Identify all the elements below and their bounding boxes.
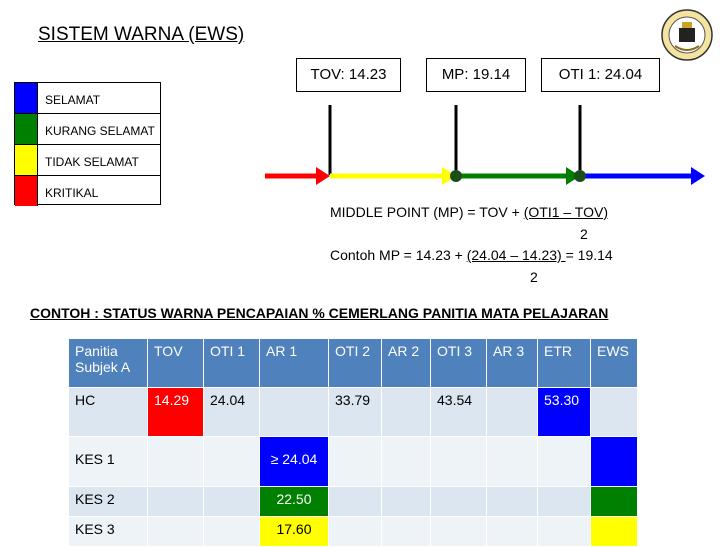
formula-text: MIDDLE POINT (MP) = TOV + [330, 204, 524, 220]
tov-cell [147, 516, 204, 547]
oti3-cell [430, 436, 487, 487]
example-heading: CONTOH : STATUS WARNA PENCAPAIAN % CEMER… [30, 305, 609, 321]
color-legend: SELAMAT KURANG SELAMAT TIDAK SELAMAT KRI… [14, 82, 161, 206]
table-header-row: Panitia Subjek A TOV OTI 1 AR 1 OTI 2 AR… [68, 338, 638, 388]
legend-item: KRITIKAL [15, 176, 160, 206]
header-cell: OTI 2 [328, 338, 382, 388]
mp-callout: MP: 19.14 [426, 58, 526, 92]
formula-numerator: (OTI1 – TOV) [523, 204, 608, 220]
header-cell: OTI 1 [203, 338, 260, 388]
formula-divisor-1: 2 [580, 226, 588, 242]
formula-line-1: MIDDLE POINT (MP) = TOV + (OTI1 – TOV) [330, 204, 608, 220]
etr-cell: 53.30 [537, 387, 591, 437]
legend-label: KRITIKAL [45, 186, 99, 200]
ar3-cell [486, 486, 538, 517]
school-crest-icon [661, 9, 713, 61]
kritikal-arrow-head [316, 167, 330, 185]
table-row: KES 2 22.50 [68, 486, 638, 517]
ar1-cell [259, 387, 329, 437]
oti3-cell [430, 516, 487, 547]
ar1-cell: ≥ 24.04 [259, 436, 329, 487]
formula-numerator: (24.04 – 14.23) [466, 247, 566, 263]
formula-text: Contoh MP = 14.23 + [330, 247, 467, 263]
ar3-cell [486, 436, 538, 487]
legend-swatch [15, 145, 38, 175]
table-row: KES 1 ≥ 24.04 [68, 436, 638, 487]
oti2-cell: 33.79 [328, 387, 382, 437]
formula-line-2: Contoh MP = 14.23 + (24.04 – 14.23) = 19… [330, 247, 613, 263]
selamat-arrow-head [691, 167, 705, 185]
status-table: Panitia Subjek A TOV OTI 1 AR 1 OTI 2 AR… [68, 338, 638, 547]
ar1-cell: 22.50 [259, 486, 329, 517]
etr-cell [537, 436, 591, 487]
row-label: HC [68, 387, 148, 437]
legend-item: SELAMAT [15, 83, 160, 114]
ar2-cell [381, 486, 431, 517]
range-arrows-diagram [265, 105, 705, 185]
oti3-cell: 43.54 [430, 387, 487, 437]
row-label: KES 3 [68, 516, 148, 547]
legend-swatch [15, 83, 38, 113]
ews-cell [590, 387, 638, 437]
legend-swatch [15, 114, 38, 144]
ar2-cell [381, 516, 431, 547]
table-row: KES 3 17.60 [68, 516, 638, 547]
oti3-cell [430, 486, 487, 517]
ar3-cell [486, 387, 538, 437]
tov-callout: TOV: 14.23 [296, 58, 401, 92]
etr-cell [537, 516, 591, 547]
header-cell: TOV [147, 338, 204, 388]
oti1-cell: 24.04 [203, 387, 260, 437]
oti1-cell [203, 486, 260, 517]
header-cell: EWS [590, 338, 638, 388]
tov-cell: 14.29 [147, 387, 204, 437]
tov-cell [147, 486, 204, 517]
ar2-cell [381, 387, 431, 437]
kurang-selamat-arrow-head [566, 167, 580, 185]
ews-cell [590, 486, 638, 517]
formula-divisor-2: 2 [530, 269, 538, 285]
row-label: KES 2 [68, 486, 148, 517]
etr-cell [537, 486, 591, 517]
oti1-cell [203, 516, 260, 547]
ews-cell [590, 436, 638, 487]
ar2-cell [381, 436, 431, 487]
legend-swatch [15, 176, 38, 206]
oti2-cell [328, 516, 382, 547]
tov-cell [147, 436, 204, 487]
legend-item: TIDAK SELAMAT [15, 145, 160, 176]
mp-marker [450, 170, 462, 182]
oti2-cell [328, 486, 382, 517]
legend-label: TIDAK SELAMAT [45, 155, 139, 169]
oti1-marker [574, 170, 586, 182]
oti1-callout: OTI 1: 24.04 [541, 58, 660, 92]
header-cell: AR 2 [381, 338, 431, 388]
header-cell: AR 3 [486, 338, 538, 388]
legend-item: KURANG SELAMAT [15, 114, 160, 145]
page-title: SISTEM WARNA (EWS) [38, 24, 245, 45]
header-cell: ETR [537, 338, 591, 388]
table-row: HC 14.29 24.04 33.79 43.54 53.30 [68, 387, 638, 437]
ar1-cell: 17.60 [259, 516, 329, 547]
ews-cell [590, 516, 638, 547]
ar3-cell [486, 516, 538, 547]
header-cell: AR 1 [259, 338, 329, 388]
legend-label: KURANG SELAMAT [45, 124, 155, 138]
oti1-cell [203, 436, 260, 487]
formula-result: = 19.14 [565, 247, 613, 263]
tidak-selamat-arrow-head [442, 167, 456, 185]
legend-label: SELAMAT [45, 93, 101, 107]
oti2-cell [328, 436, 382, 487]
row-label: KES 1 [68, 436, 148, 487]
header-cell: OTI 3 [430, 338, 487, 388]
header-cell: Panitia Subjek A [68, 338, 148, 388]
